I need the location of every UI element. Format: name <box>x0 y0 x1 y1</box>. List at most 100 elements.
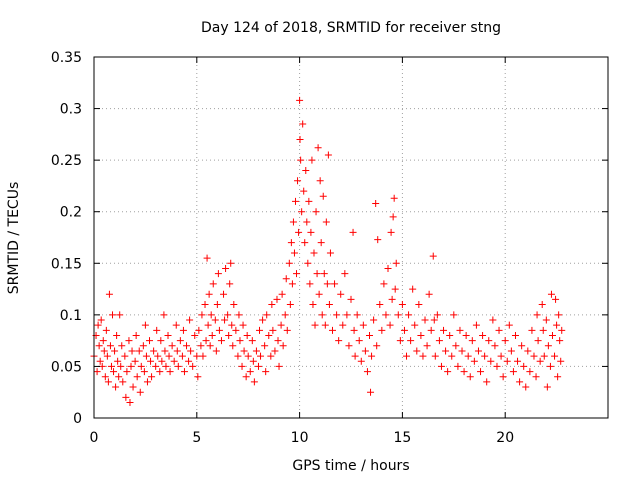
data-point <box>405 311 413 319</box>
data-point <box>501 337 509 345</box>
data-point <box>464 352 472 360</box>
data-point <box>115 373 123 381</box>
x-tick-label: 10 <box>291 430 309 446</box>
data-point <box>376 301 384 309</box>
data-point <box>341 270 349 278</box>
data-point <box>316 177 324 185</box>
data-point <box>271 347 279 355</box>
data-point <box>99 337 107 345</box>
data-point <box>389 213 397 221</box>
x-axis-label: GPS time / hours <box>292 458 409 474</box>
data-point <box>305 197 313 205</box>
data-point <box>313 270 321 278</box>
data-point <box>533 311 541 319</box>
data-point <box>197 342 205 350</box>
data-point <box>411 321 419 329</box>
data-point <box>157 337 165 345</box>
data-point <box>363 368 371 376</box>
data-point <box>374 236 382 244</box>
data-point <box>281 311 289 319</box>
data-point <box>178 352 186 360</box>
data-point <box>339 321 347 329</box>
data-point <box>263 311 271 319</box>
data-point <box>238 362 246 370</box>
data-point <box>191 331 199 339</box>
data-point <box>483 378 491 386</box>
data-point <box>429 252 437 260</box>
data-point <box>221 316 229 324</box>
y-tick-label: 0.1 <box>60 308 82 324</box>
data-point <box>322 218 330 226</box>
data-point <box>160 311 168 319</box>
y-tick-label: 0.05 <box>51 359 82 375</box>
x-tick-label: 0 <box>90 430 99 446</box>
data-point <box>390 194 398 202</box>
data-point <box>195 326 203 334</box>
y-axis-label: SRMTID / TECUs <box>6 182 22 295</box>
data-point <box>106 342 114 350</box>
data-point <box>440 326 448 334</box>
data-point <box>127 362 135 370</box>
data-point <box>232 326 240 334</box>
data-point <box>187 347 195 355</box>
data-point <box>239 321 247 329</box>
data-point <box>317 239 325 247</box>
data-point <box>125 337 133 345</box>
data-point <box>217 337 225 345</box>
data-point <box>361 347 369 355</box>
x-tick-label: 15 <box>393 430 411 446</box>
data-point <box>267 352 275 360</box>
data-point <box>557 357 565 365</box>
data-point <box>213 301 221 309</box>
data-point <box>333 311 341 319</box>
data-point <box>470 357 478 365</box>
data-point <box>153 326 161 334</box>
data-point <box>366 331 374 339</box>
data-point <box>353 311 361 319</box>
data-point <box>331 280 339 288</box>
data-point <box>328 326 336 334</box>
data-point <box>373 342 381 350</box>
data-point <box>312 208 320 216</box>
data-point <box>278 290 286 298</box>
data-point <box>293 270 301 278</box>
data-point <box>536 357 544 365</box>
data-point <box>454 362 462 370</box>
data-point <box>122 393 130 401</box>
data-point <box>320 270 328 278</box>
data-point <box>308 156 316 164</box>
data-point <box>300 187 308 195</box>
data-point <box>143 378 151 386</box>
data-point <box>516 378 524 386</box>
data-point <box>396 337 404 345</box>
data-point <box>119 378 127 386</box>
data-point <box>503 357 511 365</box>
data-point <box>425 290 433 298</box>
data-point <box>430 316 438 324</box>
data-point <box>113 331 121 339</box>
data-point <box>380 280 388 288</box>
data-point <box>524 347 532 355</box>
grid <box>94 57 608 418</box>
data-point <box>350 326 358 334</box>
data-point <box>421 316 429 324</box>
data-point <box>321 321 329 329</box>
data-point <box>206 342 214 350</box>
data-point <box>230 301 238 309</box>
data-point <box>100 347 108 355</box>
data-point <box>265 331 273 339</box>
data-point <box>555 311 563 319</box>
plot-frame <box>93 56 609 419</box>
data-point <box>538 301 546 309</box>
data-point <box>279 342 287 350</box>
data-point <box>472 321 480 329</box>
data-point <box>547 290 555 298</box>
data-point <box>173 347 181 355</box>
data-point <box>324 151 332 159</box>
data-point <box>103 352 111 360</box>
data-point <box>141 321 149 329</box>
data-point <box>466 373 474 381</box>
data-point <box>520 362 528 370</box>
data-point <box>105 290 113 298</box>
